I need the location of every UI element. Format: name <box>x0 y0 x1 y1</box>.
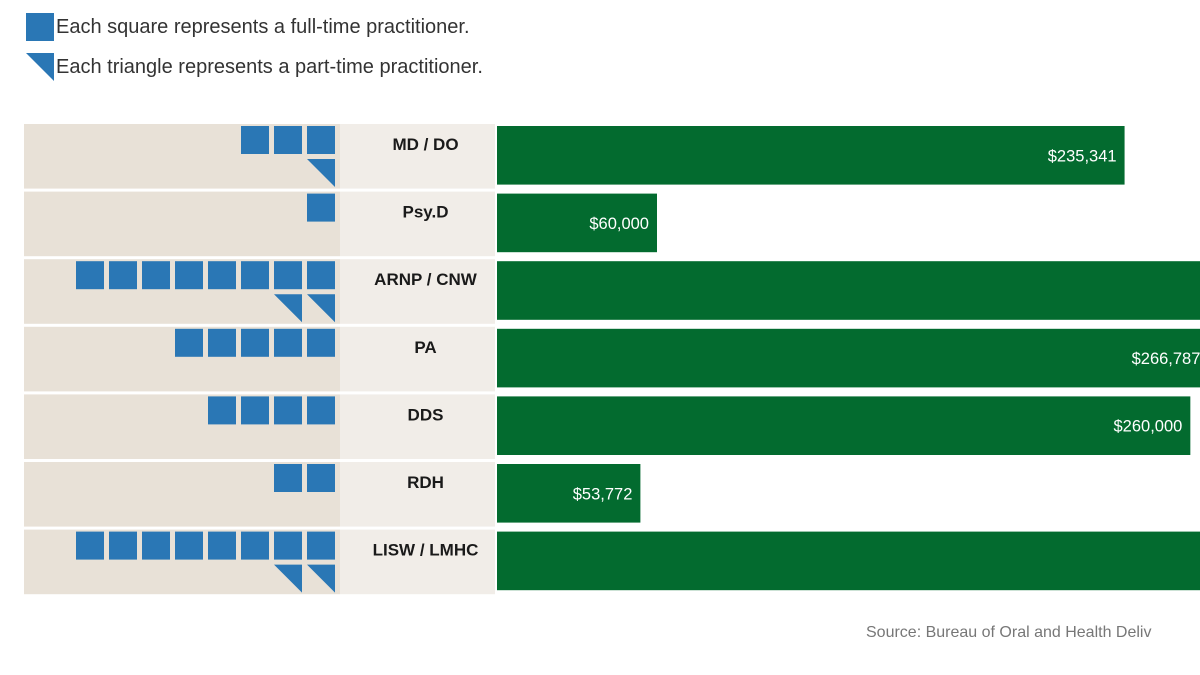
value-label: $235,341 <box>1048 147 1117 165</box>
full-time-square-icon <box>175 261 203 290</box>
full-time-square-icon <box>208 261 236 290</box>
full-time-square-icon <box>175 328 203 357</box>
value-label: $260,000 <box>1114 418 1183 436</box>
label-cell <box>340 394 495 459</box>
full-time-square-icon <box>26 13 54 41</box>
category-label: ARNP / CNW <box>374 270 478 289</box>
full-time-square-icon <box>274 531 302 560</box>
full-time-square-icon <box>274 328 302 357</box>
source-note: Source: Bureau of Oral and Health Deliv <box>866 624 1152 641</box>
full-time-square-icon <box>307 193 335 222</box>
full-time-square-icon <box>76 261 104 290</box>
legend-full-time-label: Each square represents a full-time pract… <box>56 15 470 38</box>
full-time-square-icon <box>241 328 269 357</box>
category-label: RDH <box>407 473 444 492</box>
part-time-triangle-icon <box>307 564 335 593</box>
full-time-square-icon <box>208 396 236 425</box>
part-time-triangle-icon <box>307 159 335 187</box>
legend-full-time: Each square represents a full-time pract… <box>26 12 470 42</box>
part-time-triangle-icon <box>274 294 302 323</box>
full-time-square-icon <box>274 261 302 290</box>
label-cell <box>340 259 495 324</box>
full-time-square-icon <box>307 126 335 154</box>
full-time-square-icon <box>307 531 335 560</box>
label-cell <box>340 462 495 527</box>
full-time-square-icon <box>307 396 335 425</box>
value-label: $60,000 <box>589 215 649 233</box>
part-time-triangle-icon <box>26 53 54 81</box>
full-time-square-icon <box>142 261 170 290</box>
label-cell <box>340 529 495 595</box>
category-label: Psy.D <box>403 203 449 222</box>
full-time-square-icon <box>307 261 335 290</box>
full-time-square-icon <box>307 328 335 357</box>
salary-bar <box>497 531 1200 591</box>
value-label: $53,772 <box>573 485 633 503</box>
full-time-square-icon <box>241 261 269 290</box>
full-time-square-icon <box>175 531 203 560</box>
full-time-square-icon <box>109 531 137 560</box>
legend-part-time: Each triangle represents a part-time pra… <box>26 52 483 82</box>
full-time-square-icon <box>274 464 302 492</box>
full-time-square-icon <box>76 531 104 560</box>
category-label: PA <box>414 338 436 357</box>
full-time-square-icon <box>208 328 236 357</box>
label-cell <box>340 191 495 257</box>
full-time-square-icon <box>109 261 137 290</box>
salary-bar <box>497 193 657 253</box>
full-time-square-icon <box>307 464 335 492</box>
value-label: $266,787 <box>1132 350 1200 368</box>
salary-bar <box>497 396 1191 455</box>
icon-panel <box>24 191 340 257</box>
label-cell <box>340 124 495 189</box>
full-time-square-icon <box>142 531 170 560</box>
label-cell <box>340 326 495 392</box>
category-label: DDS <box>408 405 444 424</box>
full-time-square-icon <box>241 396 269 425</box>
legend-part-time-label: Each triangle represents a part-time pra… <box>56 55 483 78</box>
salary-bar <box>497 261 1200 320</box>
salary-bar <box>497 126 1125 185</box>
full-time-square-icon <box>274 126 302 154</box>
part-time-triangle-icon <box>274 564 302 593</box>
salary-bar <box>497 328 1200 388</box>
full-time-square-icon <box>241 531 269 560</box>
full-time-square-icon <box>208 531 236 560</box>
salary-bar <box>497 464 641 523</box>
part-time-triangle-icon <box>307 294 335 323</box>
full-time-square-icon <box>241 126 269 154</box>
category-label: LISW / LMHC <box>373 541 479 560</box>
full-time-square-icon <box>274 396 302 425</box>
category-label: MD / DO <box>392 135 458 154</box>
